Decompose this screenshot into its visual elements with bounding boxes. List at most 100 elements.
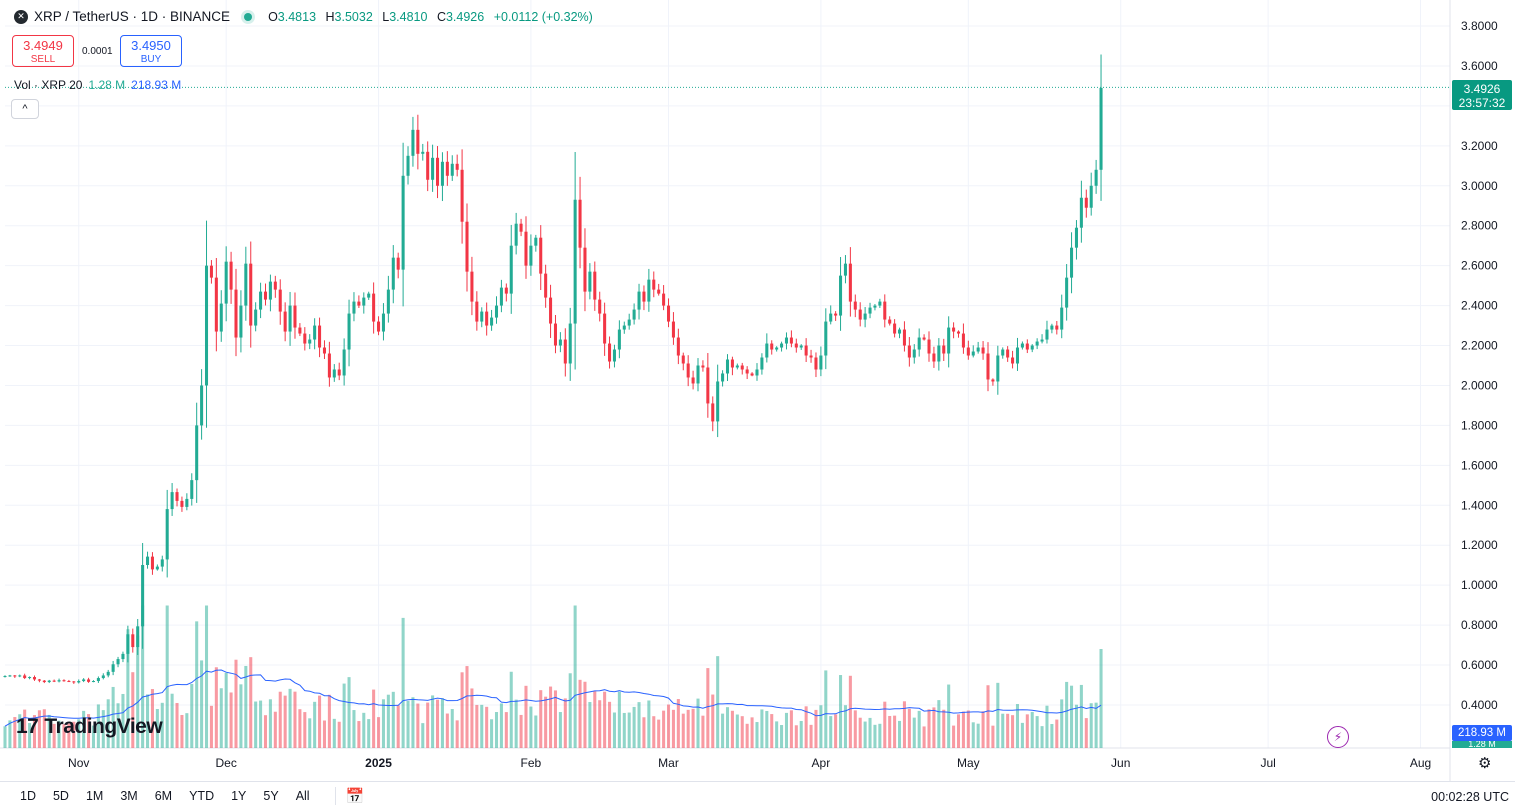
volume-bar	[573, 605, 577, 748]
volume-bar	[435, 699, 440, 748]
sell-button[interactable]: 3.4949 SELL	[12, 35, 74, 67]
volume-bar	[799, 720, 803, 748]
period-5d[interactable]: 5D	[52, 789, 69, 803]
calendar-icon[interactable]: 📅	[334, 787, 364, 805]
candle-body	[632, 309, 636, 320]
volume-bar	[91, 725, 95, 748]
candle-body	[386, 289, 390, 314]
volume-bar	[494, 712, 499, 748]
candle-body	[190, 480, 194, 499]
volume-bar	[986, 685, 990, 748]
period-1y[interactable]: 1Y	[231, 789, 247, 803]
volume-bar	[981, 711, 985, 748]
candle-body	[480, 311, 484, 322]
period-6m[interactable]: 6M	[154, 789, 173, 803]
period-ytd[interactable]: YTD	[189, 789, 215, 803]
volume-bar	[32, 715, 37, 748]
volume-bar	[82, 710, 86, 748]
volume-bar	[131, 672, 135, 748]
volume-bar	[902, 701, 906, 748]
volume-bar	[784, 712, 789, 748]
volume-bar	[391, 691, 395, 748]
y-tick-label: 2.4000	[1461, 299, 1498, 313]
lightning-icon[interactable]: ⚡	[1327, 726, 1349, 748]
collapse-legend-button[interactable]: ^	[11, 99, 39, 119]
volume-bar	[1015, 704, 1020, 748]
volume-bar	[106, 699, 110, 748]
x-tick-label: May	[957, 756, 980, 770]
candle-body	[62, 680, 66, 682]
period-all[interactable]: All	[295, 789, 310, 803]
volume-bar	[617, 691, 621, 748]
candle-body	[519, 223, 523, 232]
volume-bar	[544, 696, 548, 748]
period-1m[interactable]: 1M	[85, 789, 104, 803]
volume-bar	[337, 721, 341, 748]
tradingview-logo[interactable]: 17 TradingView	[16, 715, 163, 739]
buy-button[interactable]: 3.4950 BUY	[120, 35, 182, 67]
candle-body	[760, 357, 764, 370]
volume-bar	[716, 656, 720, 748]
period-1d[interactable]: 1D	[20, 789, 36, 803]
candle-body	[868, 307, 872, 314]
volume-bar	[13, 717, 17, 748]
y-tick-label: 1.8000	[1461, 418, 1498, 432]
utc-clock[interactable]: 00:02:28 UTC	[1431, 790, 1509, 804]
volume-bar	[873, 724, 877, 748]
volume-bar	[578, 679, 582, 748]
volume-bar	[534, 715, 538, 748]
buy-label: BUY	[140, 54, 162, 65]
candle-body	[42, 680, 46, 683]
candle-body	[52, 680, 56, 682]
volume-bar	[509, 671, 513, 748]
volume-bar	[318, 695, 322, 748]
volume-bar	[996, 682, 1000, 748]
candle-body	[273, 281, 277, 290]
candle-body	[553, 323, 557, 346]
volume-bar	[293, 691, 297, 748]
volume-bar	[706, 668, 710, 748]
volume-legend[interactable]: Vol · XRP 20 1.28 M 218.93 M	[14, 78, 181, 92]
candle-body	[332, 369, 336, 378]
volume-bar	[608, 701, 612, 748]
volume-bar	[490, 719, 494, 748]
candle-body	[829, 313, 833, 322]
volume-bar	[1074, 704, 1078, 748]
volume-bar	[735, 714, 739, 748]
grid-lines	[5, 0, 1450, 748]
volume-bar	[686, 709, 690, 748]
candle-body	[647, 279, 651, 302]
volume-bar	[878, 723, 882, 748]
volume-bar	[745, 723, 749, 748]
volume-bar	[214, 667, 218, 748]
last-price-tag: 3.4926 23:57:32	[1452, 80, 1512, 110]
volume-bar	[917, 710, 921, 748]
period-5y[interactable]: 5Y	[263, 789, 279, 803]
y-tick-label: 0.4000	[1461, 698, 1498, 712]
volume-bar	[740, 716, 744, 748]
volume-bar	[1011, 715, 1015, 748]
period-3m[interactable]: 3M	[120, 789, 138, 803]
volume-bar	[303, 712, 307, 748]
volume-bar	[195, 621, 199, 748]
volume-bar	[514, 699, 518, 748]
volume-bar	[1020, 722, 1024, 748]
volume-bar	[883, 701, 887, 748]
candle-body	[986, 353, 990, 380]
volume-bar	[62, 724, 66, 748]
candle-body	[288, 305, 292, 332]
candle-body	[82, 679, 86, 682]
volume-bar	[1050, 724, 1054, 748]
volume-bar	[1089, 703, 1093, 748]
candle-body	[529, 245, 533, 266]
volume-bar	[583, 681, 587, 748]
volume-bar	[362, 712, 366, 748]
candle-body	[1084, 197, 1088, 208]
candle-body	[431, 157, 435, 180]
candle-body	[450, 163, 454, 176]
volume-bar	[150, 689, 154, 748]
settings-icon[interactable]: ⚙	[1478, 755, 1492, 772]
symbol-title[interactable]: XRP / TetherUS · 1D · BINANCE	[34, 9, 231, 24]
candle-body	[755, 369, 759, 376]
price-chart[interactable]: 3.80003.60003.40003.20003.00002.80002.60…	[0, 0, 1515, 781]
